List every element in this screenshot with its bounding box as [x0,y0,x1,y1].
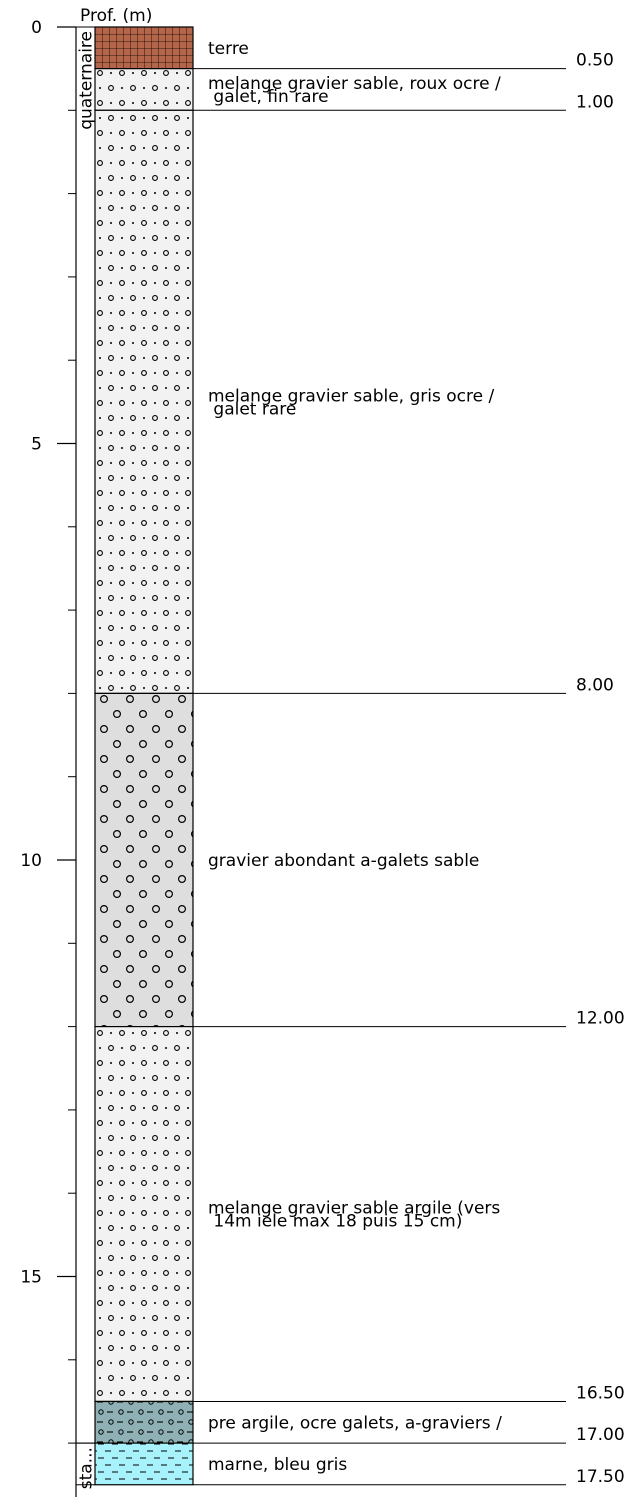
layer-depth-label: 17.00 [576,1425,625,1445]
layer-depth-label: 0.50 [576,51,614,71]
major-tick-label: 5 [31,435,42,455]
layer-depth-label: 1.00 [576,92,614,112]
lithology-layer [94,1400,194,1444]
lithology-layer [94,26,194,70]
layer-description: marne, bleu gris [208,1455,347,1475]
lithology-layer [94,1025,194,1403]
layer-description: melange gravier sable, gris ocre / [208,386,494,406]
layer-depth-label: 17.50 [576,1467,625,1487]
layer-description: pre argile, ocre galets, a-graviers / [208,1413,502,1433]
lithology-column [94,26,194,1486]
stratigraphy-column: quaternaire sta... [75,26,97,1489]
layer-description: melange gravier sable, roux ocre / [208,74,501,94]
layer-description: galet rare [208,399,296,419]
layer-description: 14m iele max 18 puis 15 cm) [208,1212,462,1232]
layer-description: galet, fin rare [208,87,329,107]
layer-description: melange gravier sable argile (vers [208,1199,500,1219]
layer-description: terre [208,39,249,59]
layer-depth-label: 12.00 [576,1009,625,1029]
lithology-layer [94,1442,194,1486]
depth-axis-title: Prof. (m) [80,6,152,26]
stratigraphy-unit [75,26,96,1444]
major-tick-label: 15 [20,1268,42,1288]
lithology-layer [94,692,194,1028]
stratigraphy-label: quaternaire [77,31,97,130]
layer-depth-label: 8.00 [576,675,614,695]
layer-description: gravier abondant a-galets sable [208,851,479,871]
layer-annotations: 0.50 terre 1.00 melange gravier sable, roux… [193,39,625,1487]
major-tick-label: 0 [31,18,42,38]
lithology-layer [94,109,194,694]
major-tick-label: 10 [20,851,42,871]
lithology-layer [94,68,194,111]
layer-depth-label: 16.50 [576,1383,625,1403]
stratigraphy-label: sta... [77,1447,97,1489]
